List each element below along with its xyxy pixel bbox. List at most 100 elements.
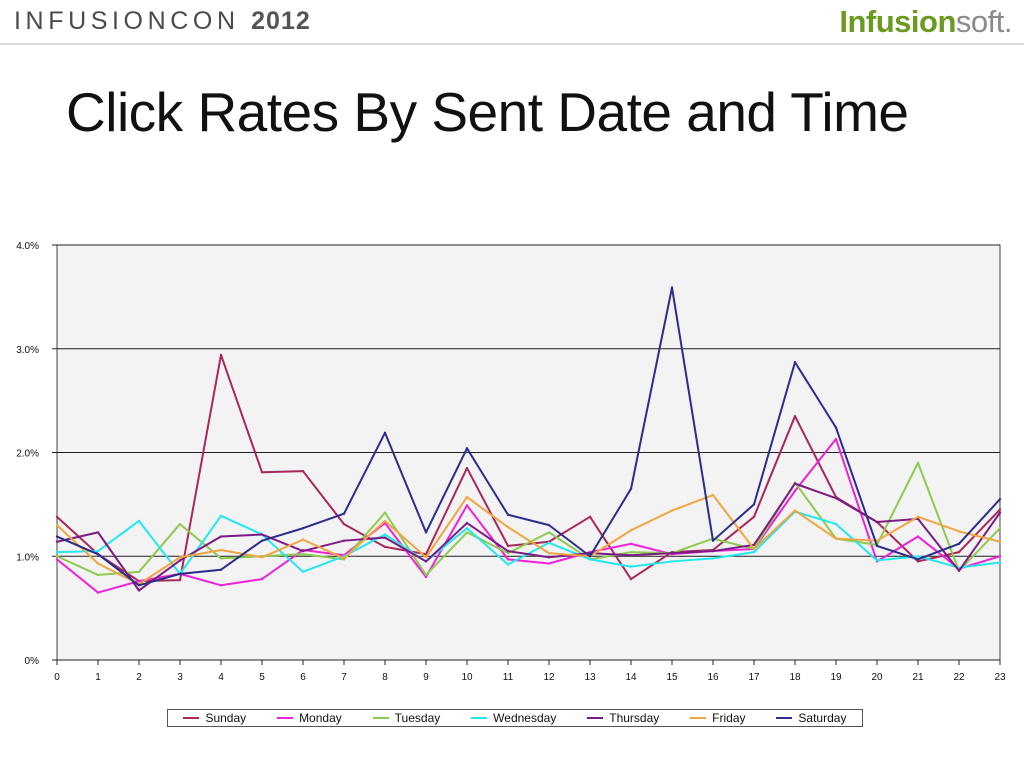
data-point-thursday [137, 589, 141, 592]
legend-swatch [587, 717, 604, 719]
data-point-thursday [301, 549, 305, 553]
x-tick-label: 10 [461, 672, 473, 683]
data-point-saturday [998, 497, 1002, 501]
data-point-tuesday [96, 573, 100, 577]
legend-label: Tuesday [394, 711, 441, 725]
data-point-saturday [55, 535, 59, 538]
x-tick-label: 5 [259, 672, 265, 683]
data-point-thursday [793, 482, 797, 485]
data-point-wednesday [875, 559, 879, 562]
data-point-tuesday [916, 461, 920, 465]
data-point-tuesday [301, 552, 305, 556]
data-point-wednesday [301, 570, 305, 574]
data-point-wednesday [588, 558, 592, 561]
data-point-thursday [875, 520, 879, 524]
data-point-thursday [711, 549, 715, 553]
legend-swatch [776, 717, 793, 719]
data-point-friday [670, 509, 674, 512]
data-point-monday [629, 542, 633, 545]
data-point-saturday [711, 539, 715, 542]
data-point-tuesday [383, 511, 387, 514]
data-point-friday [793, 509, 797, 512]
data-point-thursday [629, 554, 633, 557]
legend-swatch [471, 717, 488, 719]
data-point-saturday [342, 512, 346, 515]
brand-logo-part2: soft [955, 4, 1004, 39]
data-point-saturday [752, 503, 756, 506]
y-tick-label: 4.0% [16, 241, 39, 252]
data-point-tuesday [465, 531, 469, 534]
data-point-saturday [465, 447, 469, 450]
data-point-friday [957, 530, 961, 533]
legend-item-wednesday: Wednesday [471, 711, 556, 725]
data-point-saturday [629, 487, 633, 491]
legend-swatch [690, 717, 707, 719]
data-point-monday [998, 555, 1002, 558]
data-point-sunday [793, 414, 797, 418]
data-point-friday [55, 523, 59, 527]
conference-year: 2012 [251, 7, 311, 35]
series-line-monday [56, 438, 1001, 594]
legend-label: Saturday [798, 711, 847, 725]
data-point-thursday [96, 531, 100, 534]
legend-label: Monday [299, 711, 342, 725]
x-tick-label: 20 [871, 672, 883, 683]
data-point-monday [96, 591, 100, 594]
data-point-saturday [916, 558, 920, 561]
data-point-friday [465, 495, 469, 499]
data-point-wednesday [383, 533, 387, 536]
data-point-monday [793, 489, 797, 493]
data-point-friday [260, 556, 264, 559]
data-point-thursday [465, 521, 469, 525]
data-point-wednesday [711, 557, 715, 560]
data-point-wednesday [506, 563, 510, 566]
data-point-wednesday [629, 565, 633, 568]
chart-legend: Sunday Monday Tuesday Wednesday Thursday Frid… [167, 709, 863, 727]
data-point-sunday [752, 515, 756, 519]
data-point-friday [178, 556, 182, 559]
y-tick-label: 0% [25, 656, 40, 667]
x-tick-label: 4 [218, 672, 224, 683]
series-line-friday [56, 494, 1001, 586]
data-point-saturday [547, 523, 551, 527]
data-point-friday [629, 529, 633, 532]
conference-logo: INFUSIONCON 2012 [14, 7, 311, 36]
data-point-monday [137, 579, 141, 583]
legend-label: Wednesday [493, 711, 557, 725]
data-point-thursday [178, 559, 182, 562]
data-point-saturday [793, 361, 797, 364]
legend-label: Thursday [609, 711, 660, 725]
data-point-monday [547, 562, 551, 565]
data-point-friday [916, 515, 920, 519]
data-point-thursday [998, 511, 1002, 514]
data-point-thursday [834, 496, 838, 500]
x-tick-label: 7 [341, 672, 347, 683]
data-point-friday [96, 562, 100, 565]
x-tick-label: 8 [382, 672, 388, 683]
data-point-friday [342, 557, 346, 560]
x-tick-label: 0 [54, 672, 60, 683]
data-point-monday [219, 584, 223, 587]
legend-label: Friday [712, 711, 746, 725]
data-point-thursday [547, 556, 551, 559]
x-tick-label: 16 [707, 672, 719, 683]
data-point-thursday [957, 569, 961, 572]
data-point-friday [506, 526, 510, 529]
data-point-wednesday [96, 549, 100, 553]
data-point-wednesday [834, 522, 838, 526]
legend-item-saturday: Saturday [776, 711, 846, 725]
data-point-sunday [178, 578, 182, 582]
data-point-thursday [424, 560, 428, 563]
legend-item-tuesday: Tuesday [372, 711, 441, 725]
x-tick-label: 19 [830, 672, 842, 683]
data-point-thursday [383, 536, 387, 539]
brand-logo: Infusionsoft. [839, 4, 1012, 40]
data-point-monday [260, 577, 264, 581]
data-point-sunday [219, 353, 223, 357]
data-point-tuesday [547, 531, 551, 534]
legend-item-thursday: Thursday [587, 711, 659, 725]
header-banner: INFUSIONCON 2012 Infusionsoft. [0, 0, 1024, 45]
data-point-tuesday [424, 573, 428, 577]
slide-title: Click Rates By Sent Date and Time [66, 81, 909, 143]
conference-name: INFUSIONCON [14, 7, 240, 35]
